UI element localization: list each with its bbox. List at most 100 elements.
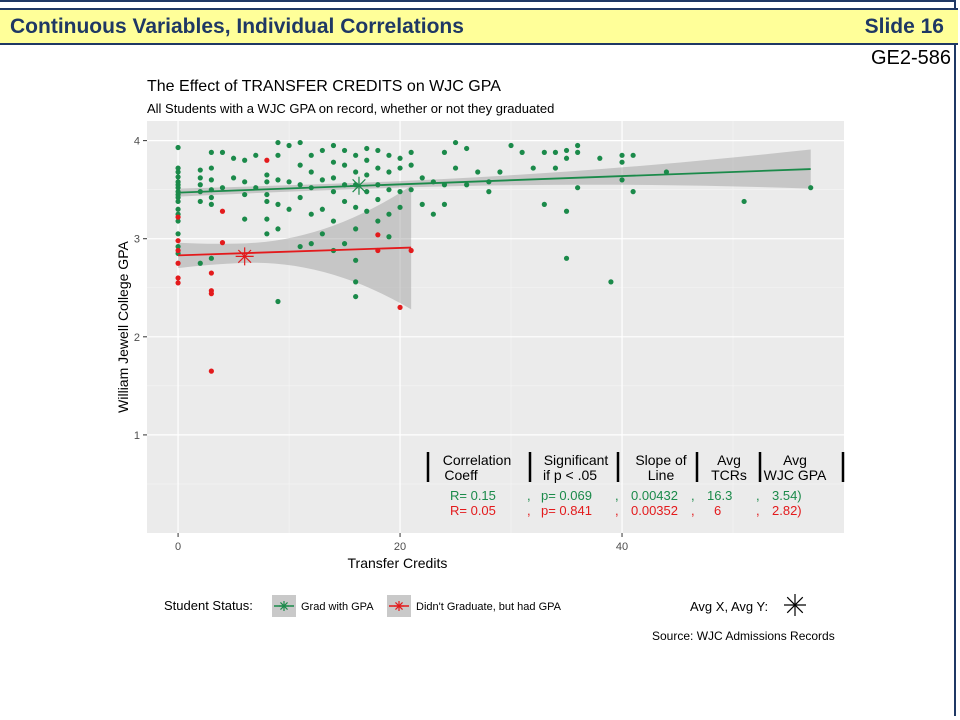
grad-point bbox=[541, 149, 547, 155]
grad-point bbox=[630, 189, 636, 195]
grad-point bbox=[319, 206, 325, 212]
avg-marker-label: Avg X, Avg Y: bbox=[690, 599, 768, 614]
grad-point bbox=[397, 165, 403, 171]
grad-point bbox=[464, 145, 470, 152]
table-cell: 0.00432 bbox=[631, 488, 678, 503]
grad-point bbox=[341, 162, 348, 168]
table-header-sub: WJC GPA bbox=[764, 467, 827, 483]
nongrad-avg-marker bbox=[235, 247, 254, 266]
table-cell: p= 0.069 bbox=[541, 488, 592, 503]
nongrad-point bbox=[175, 247, 181, 254]
grad-point bbox=[619, 152, 625, 158]
grad-point bbox=[175, 185, 181, 191]
grad-point bbox=[219, 149, 226, 155]
grad-point bbox=[353, 257, 359, 263]
grad-point bbox=[197, 182, 203, 188]
grad-point bbox=[297, 182, 303, 188]
grad-point bbox=[563, 147, 570, 154]
grad-point bbox=[330, 218, 337, 224]
grad-point bbox=[264, 198, 270, 205]
grad-point bbox=[197, 175, 203, 181]
table-header: Avg bbox=[783, 452, 807, 468]
grad-point bbox=[486, 189, 492, 195]
grad-point bbox=[208, 201, 214, 207]
grad-point bbox=[419, 201, 425, 207]
grad-point bbox=[230, 155, 237, 161]
grad-point bbox=[330, 142, 337, 149]
grad-point bbox=[575, 185, 581, 191]
ci-ribbon bbox=[178, 149, 811, 197]
grad-point bbox=[175, 206, 181, 212]
grad-point bbox=[264, 179, 270, 185]
grad-point bbox=[563, 155, 570, 161]
grad-point bbox=[308, 211, 314, 217]
grad-point bbox=[286, 206, 292, 212]
grad-point bbox=[575, 149, 581, 155]
grad-point bbox=[408, 149, 414, 155]
grad-point bbox=[353, 293, 359, 300]
grad-point bbox=[364, 189, 370, 195]
grad-point bbox=[341, 241, 348, 247]
grad-point bbox=[330, 189, 337, 195]
nongrad-fit-line bbox=[178, 246, 412, 257]
grad-point bbox=[330, 175, 337, 181]
grad-point bbox=[441, 201, 448, 207]
slide-title: Continuous Variables, Individual Correla… bbox=[10, 15, 464, 38]
nongrad-point bbox=[208, 291, 214, 297]
grad-point bbox=[308, 169, 314, 175]
table-cell: 16.3 bbox=[707, 488, 732, 503]
y-tick-label: 1 bbox=[134, 430, 140, 442]
nongrad-point bbox=[175, 238, 181, 244]
grad-point bbox=[175, 169, 181, 175]
grad-point bbox=[208, 177, 214, 183]
grad-point bbox=[175, 243, 181, 250]
grad-point bbox=[353, 204, 359, 210]
course-code: GE2-586 bbox=[870, 47, 951, 69]
grad-point bbox=[208, 194, 214, 201]
table-cell: , bbox=[615, 488, 619, 503]
grad-point bbox=[364, 157, 370, 163]
grad-point bbox=[353, 279, 359, 285]
grad-point bbox=[230, 175, 237, 181]
grad-point bbox=[364, 172, 370, 178]
grad-point bbox=[175, 198, 181, 205]
grad-point bbox=[386, 187, 392, 193]
grad-point bbox=[419, 175, 425, 181]
table-cell: , bbox=[527, 488, 531, 503]
grad-point bbox=[563, 208, 570, 214]
grad-point bbox=[386, 169, 392, 175]
y-tick-label: 4 bbox=[134, 136, 140, 148]
grad-point bbox=[353, 226, 359, 232]
x-axis-label: Transfer Credits bbox=[348, 555, 448, 571]
grad-point bbox=[319, 231, 325, 237]
grad-point bbox=[208, 255, 214, 261]
table-cell: R= 0.15 bbox=[450, 488, 496, 503]
grad-point bbox=[353, 152, 359, 158]
y-axis-label: William Jewell College GPA bbox=[115, 241, 131, 413]
grad-point bbox=[275, 298, 281, 305]
grad-point bbox=[197, 167, 203, 173]
title-banner: Continuous Variables, Individual Correla… bbox=[0, 8, 958, 45]
table-header: Slope of bbox=[635, 452, 686, 468]
grad-point bbox=[242, 216, 248, 222]
grad-point bbox=[519, 149, 525, 155]
table-header-sub: Coeff bbox=[444, 467, 477, 483]
nongrad-point bbox=[264, 157, 270, 163]
grad-point bbox=[308, 152, 314, 158]
table-header-sub: if p < .05 bbox=[543, 467, 597, 483]
x-tick-label: 20 bbox=[394, 541, 406, 553]
grad-point bbox=[397, 155, 403, 161]
nongrad-point bbox=[208, 368, 214, 374]
grad-point bbox=[364, 145, 370, 152]
grad-point bbox=[741, 198, 747, 205]
grad-point bbox=[341, 198, 348, 205]
avg-marker-sample-icon bbox=[784, 594, 806, 616]
grad-point bbox=[530, 165, 536, 171]
table-header: Avg bbox=[717, 452, 741, 468]
nongrad-point bbox=[175, 275, 181, 281]
grad-point bbox=[364, 208, 370, 214]
grad-point bbox=[397, 189, 403, 195]
grad-point bbox=[375, 218, 381, 224]
table-cell: , bbox=[527, 503, 531, 518]
